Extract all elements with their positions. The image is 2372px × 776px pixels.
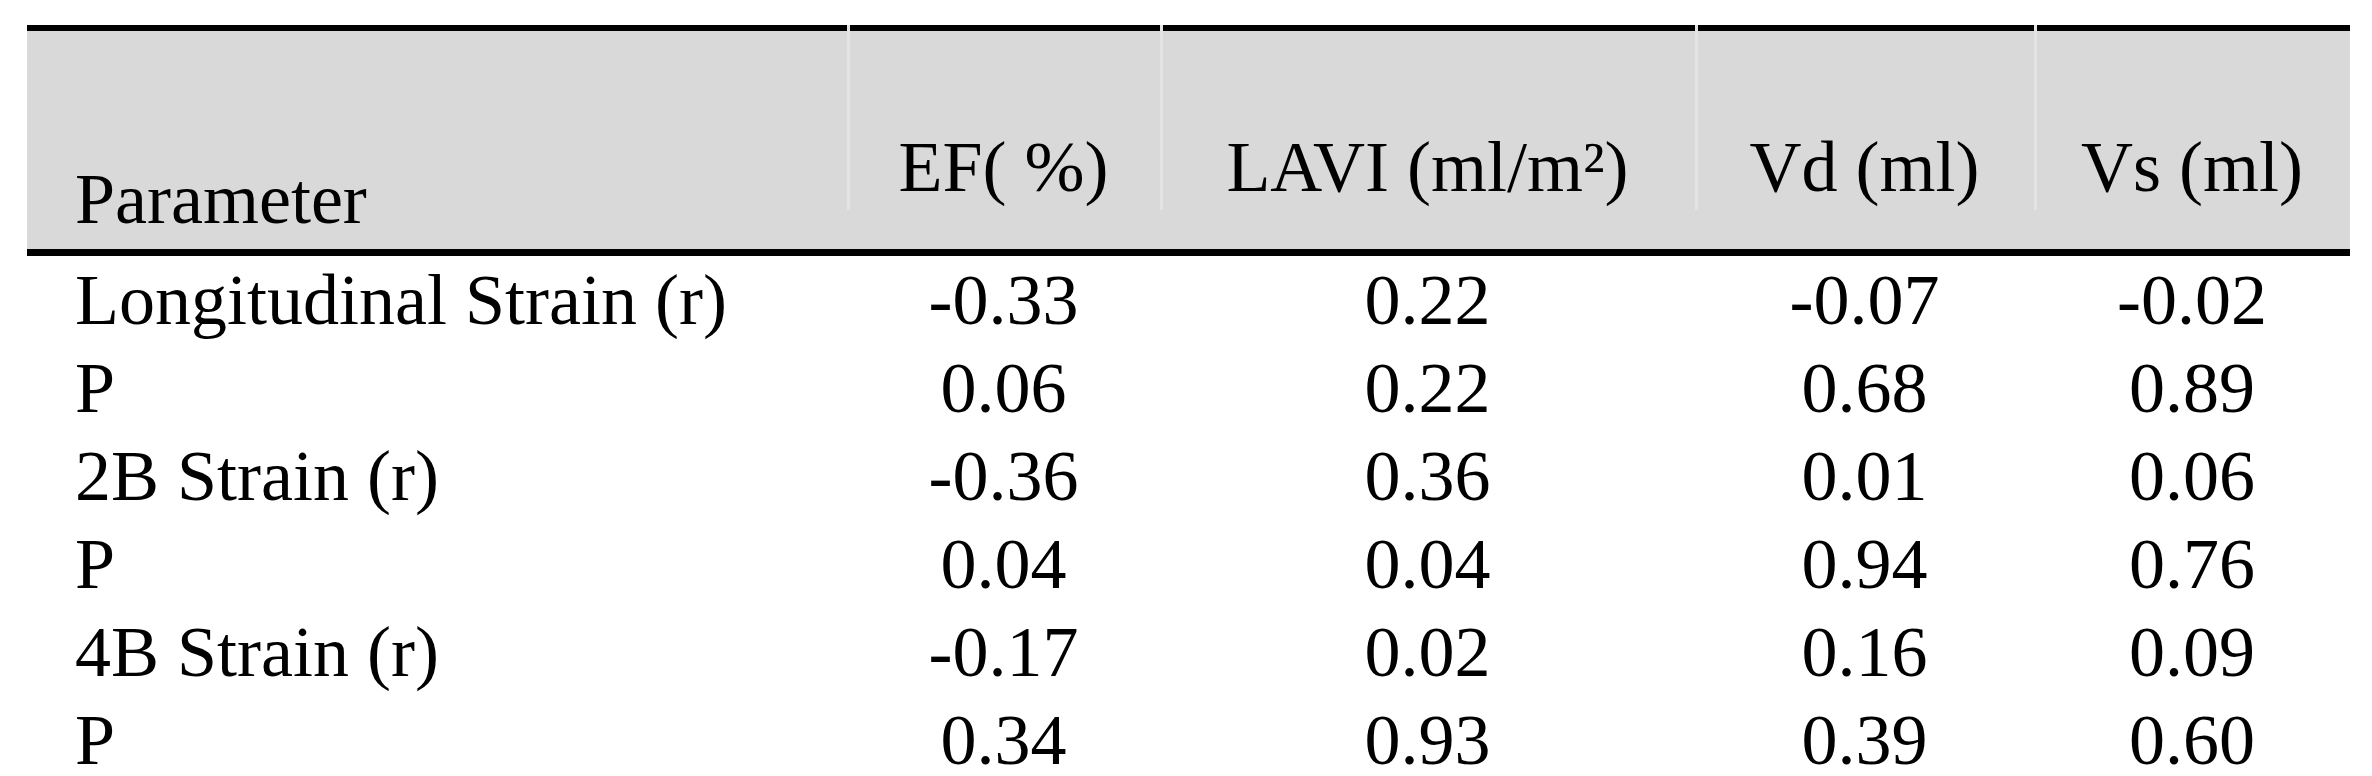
cell-value: 0.36 xyxy=(1160,432,1695,520)
bottom-rule-gap xyxy=(2034,738,2037,743)
header-cell-parameter: Parameter xyxy=(27,28,847,253)
row-label: Longitudinal Strain (r) xyxy=(27,253,847,345)
cell-value: -0.33 xyxy=(847,253,1160,345)
cell-value: 0.39 xyxy=(1695,696,2034,776)
row-label: P xyxy=(27,344,847,432)
cell-value: 0.60 xyxy=(2034,696,2350,776)
cell-value: 0.01 xyxy=(1695,432,2034,520)
bottom-rule-gap xyxy=(1160,738,1163,743)
header-cell-ef: EF( %) xyxy=(847,28,1160,253)
cell-value: 0.89 xyxy=(2034,344,2350,432)
table-body: Longitudinal Strain (r) -0.33 0.22 -0.07… xyxy=(27,253,2350,776)
table-header: Parameter EF( %) LAVI (ml/m²) Vd (ml) Vs… xyxy=(27,28,2350,253)
cell-value: 0.93 xyxy=(1160,696,1695,776)
bottom-rule-gap xyxy=(847,738,850,743)
column-separator-line xyxy=(847,25,850,210)
table-row: P 0.34 0.93 0.39 0.60 xyxy=(27,696,2350,776)
row-label: 2B Strain (r) xyxy=(27,432,847,520)
header-cell-lavi: LAVI (ml/m²) xyxy=(1160,28,1695,253)
column-separator-line xyxy=(1695,25,1698,210)
row-label: P xyxy=(27,696,847,776)
table-row: P 0.06 0.22 0.68 0.89 xyxy=(27,344,2350,432)
cell-value: -0.36 xyxy=(847,432,1160,520)
cell-value: 0.06 xyxy=(2034,432,2350,520)
header-cell-vs: Vs (ml) xyxy=(2034,28,2350,253)
table-row: 4B Strain (r) -0.17 0.02 0.16 0.09 xyxy=(27,608,2350,696)
column-separator-line xyxy=(2034,25,2037,210)
table-row: Longitudinal Strain (r) -0.33 0.22 -0.07… xyxy=(27,253,2350,345)
row-label: P xyxy=(27,520,847,608)
header-row: Parameter EF( %) LAVI (ml/m²) Vd (ml) Vs… xyxy=(27,28,2350,253)
header-cell-vd: Vd (ml) xyxy=(1695,28,2034,253)
paper-table-page: Parameter EF( %) LAVI (ml/m²) Vd (ml) Vs… xyxy=(0,0,2372,776)
cell-value: -0.17 xyxy=(847,608,1160,696)
cell-value: -0.07 xyxy=(1695,253,2034,345)
cell-value: -0.02 xyxy=(2034,253,2350,345)
cell-value: 0.04 xyxy=(847,520,1160,608)
cell-value: 0.02 xyxy=(1160,608,1695,696)
column-separator-line xyxy=(1160,25,1163,210)
cell-value: 0.16 xyxy=(1695,608,2034,696)
table-row: P 0.04 0.04 0.94 0.76 xyxy=(27,520,2350,608)
cell-value: 0.76 xyxy=(2034,520,2350,608)
cell-value: 0.22 xyxy=(1160,253,1695,345)
correlation-table: Parameter EF( %) LAVI (ml/m²) Vd (ml) Vs… xyxy=(27,25,2350,776)
cell-value: 0.34 xyxy=(847,696,1160,776)
cell-value: 0.68 xyxy=(1695,344,2034,432)
bottom-rule-gap xyxy=(1695,738,1698,743)
cell-value: 0.22 xyxy=(1160,344,1695,432)
cell-value: 0.06 xyxy=(847,344,1160,432)
cell-value: 0.09 xyxy=(2034,608,2350,696)
table-row: 2B Strain (r) -0.36 0.36 0.01 0.06 xyxy=(27,432,2350,520)
cell-value: 0.04 xyxy=(1160,520,1695,608)
correlation-table-wrapper: Parameter EF( %) LAVI (ml/m²) Vd (ml) Vs… xyxy=(27,25,2350,776)
row-label: 4B Strain (r) xyxy=(27,608,847,696)
cell-value: 0.94 xyxy=(1695,520,2034,608)
